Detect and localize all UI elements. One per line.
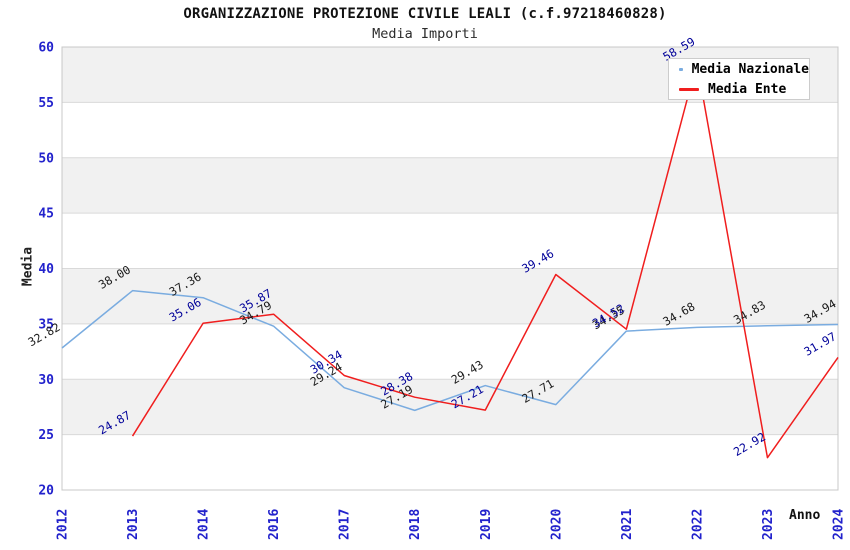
x-tick-label-2016: 2016 — [267, 509, 282, 540]
x-tick-label-2013: 2013 — [126, 509, 141, 540]
legend-item-media-nazionale: Media Nazionale — [679, 62, 809, 77]
chart-subtitle: Media Importi — [372, 26, 478, 42]
y-axis-title: Media — [20, 246, 36, 287]
y-tick-label: 30 — [38, 373, 54, 388]
legend-swatch-ente-icon — [679, 87, 699, 91]
x-tick-label-2012: 2012 — [56, 509, 71, 540]
legend: Media Nazionale Media Ente — [668, 58, 810, 100]
y-tick-label: 45 — [38, 207, 54, 222]
y-tick-label: 55 — [38, 96, 54, 111]
y-tick-label: 50 — [38, 151, 54, 166]
grid-band — [62, 157, 838, 214]
grid-band — [62, 323, 838, 380]
y-tick-label: 20 — [38, 484, 54, 499]
x-tick-label-2023: 2023 — [761, 509, 776, 540]
grid-band — [62, 379, 838, 435]
x-tick-label-2014: 2014 — [197, 509, 212, 540]
y-tick-label: 40 — [38, 262, 54, 277]
chart-title: ORGANIZZAZIONE PROTEZIONE CIVILE LEALI (… — [183, 6, 667, 22]
legend-swatch-nazionale-icon — [679, 67, 683, 71]
x-tick-label-2022: 2022 — [690, 509, 705, 540]
grid-band — [62, 213, 838, 269]
x-tick-label-2019: 2019 — [479, 509, 494, 540]
x-tick-label-2017: 2017 — [338, 509, 353, 540]
plot-border — [61, 46, 839, 491]
x-tick-label-2020: 2020 — [549, 509, 564, 540]
grid-band — [62, 102, 838, 158]
series-line-media-nazionale — [61, 289, 839, 412]
x-tick-label-2021: 2021 — [620, 509, 635, 540]
legend-item-media-ente: Media Ente — [679, 82, 809, 97]
grid-band — [62, 434, 838, 490]
series-line-media-ente — [131, 61, 839, 459]
y-tick-label: 35 — [38, 317, 54, 332]
x-tick-label-2018: 2018 — [408, 509, 423, 540]
x-axis-title: Anno — [789, 508, 821, 523]
legend-label: Media Nazionale — [691, 61, 809, 77]
x-tick-label-2024: 2024 — [832, 509, 847, 540]
legend-label: Media Ente — [708, 81, 787, 97]
y-tick-label: 60 — [38, 41, 54, 56]
y-tick-label: 25 — [38, 428, 54, 443]
